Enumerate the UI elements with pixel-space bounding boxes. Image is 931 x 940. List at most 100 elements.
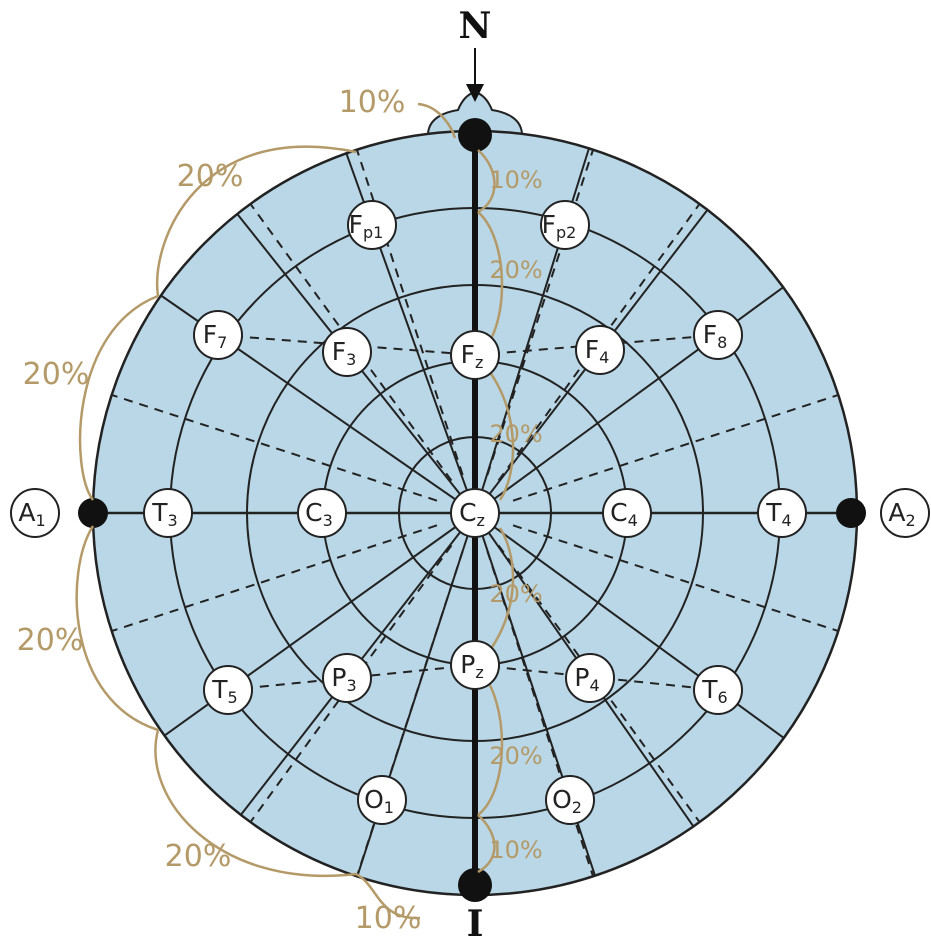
- electrode-fp2: Fp2: [540, 200, 590, 250]
- electrode-f4: F4: [575, 325, 625, 375]
- measure-arc-20-upper-left: [155, 145, 357, 297]
- dashed-radial-3: [497, 203, 701, 482]
- electrode-o2: O2: [545, 775, 595, 825]
- electrode-t6: T6: [693, 665, 743, 715]
- electrode-circle-t5: [203, 665, 253, 715]
- electrode-circle-c3: [297, 488, 347, 538]
- measure-arc-mid-10-bottom: [477, 814, 496, 874]
- electrode-label-fp1: Fp1: [349, 210, 384, 242]
- electrode-label-f4: F4: [585, 335, 610, 367]
- electrode-o1: O1: [357, 775, 407, 825]
- electrode-circle-fz: [450, 330, 500, 380]
- electrode-label-pz: Pz: [460, 650, 483, 682]
- electrode-label-c3: C3: [305, 498, 333, 530]
- nasion-arrow-head: [466, 84, 484, 102]
- electrode-circle-cz: [450, 488, 500, 538]
- electrode-circle-pz: [450, 640, 500, 690]
- electrode-circle-fp1: [347, 200, 397, 250]
- electrode-circle-a2: [880, 488, 930, 538]
- pct-left-bottom-10: 10%: [355, 901, 422, 936]
- dashed-radial-1: [356, 149, 464, 476]
- electrode-label-cz: Cz: [459, 498, 485, 530]
- electrode-label-t4: T4: [765, 498, 791, 530]
- pz-t6-connector: [474, 664, 719, 691]
- electrode-f7: F7: [193, 310, 243, 360]
- electrode-label-f8: F8: [703, 320, 728, 352]
- pct-mid-20-1: 20%: [489, 256, 542, 284]
- electrode-circle-p3: [322, 653, 372, 703]
- electrode-f8: F8: [693, 310, 743, 360]
- pct-mid-10-bottom: 10%: [489, 836, 542, 864]
- electrode-label-fz: Fz: [461, 340, 484, 372]
- electrode-p3: P3: [322, 653, 372, 703]
- pct-left-top-10: 10%: [339, 85, 406, 120]
- electrode-circle-o2: [545, 775, 595, 825]
- electrode-circle-t3: [143, 488, 193, 538]
- electrode-label-t5: T5: [211, 675, 237, 707]
- electrode-label-c4: C4: [610, 498, 638, 530]
- electrode-label-a2: A2: [888, 498, 915, 530]
- right-ear-point: [836, 498, 866, 528]
- electrode-label-p4: P4: [574, 663, 599, 695]
- dashed-radial-9: [249, 544, 453, 823]
- measure-arc-20-mid-upper-left: [78, 294, 159, 501]
- dashed-radial-10: [111, 524, 438, 632]
- electrode-fp1: Fp1: [347, 200, 397, 250]
- electrode-circle-f7: [193, 310, 243, 360]
- electrode-fz: Fz: [450, 330, 500, 380]
- dashed-radial-lines: [111, 149, 839, 877]
- electrode-circle-a1: [10, 488, 60, 538]
- pct-left-20-mid-lower: 20%: [17, 623, 84, 658]
- electrode-p4: P4: [565, 653, 615, 703]
- measure-arc-20-lower-left: [154, 729, 357, 877]
- electrode-circle-o1: [357, 775, 407, 825]
- dashed-radial-7: [486, 550, 594, 877]
- electrode-circle-f3: [322, 327, 372, 377]
- electrode-circle-c4: [602, 488, 652, 538]
- electrode-label-p3: P3: [331, 663, 356, 695]
- electrode-f3: F3: [322, 327, 372, 377]
- electrode-label-fp2: Fp2: [542, 210, 577, 242]
- pct-left-20-mid-upper: 20%: [23, 357, 90, 392]
- electrode-a1: A1: [10, 488, 60, 538]
- electrode-label-f7: F7: [203, 320, 228, 352]
- percentage-labels: 10% 20% 20% 20% 20% 10% 10% 20% 20% 20% …: [17, 85, 543, 936]
- inion-label: I: [467, 903, 484, 940]
- pct-mid-20-4: 20%: [489, 742, 542, 770]
- measure-arc-mid-10-top: [477, 149, 496, 214]
- fz-f8-connector: [474, 334, 719, 356]
- dashed-radial-4: [512, 394, 839, 502]
- dashed-radial-5: [512, 524, 839, 632]
- left-ear-point: [78, 498, 108, 528]
- electrode-label-a1: A1: [18, 498, 45, 530]
- measure-arc-10-top-left: [417, 102, 457, 139]
- electrode-label-o2: O2: [552, 785, 582, 817]
- dashed-radial-0: [249, 203, 453, 482]
- pct-mid-10-top: 10%: [489, 166, 542, 194]
- inion-point: [458, 868, 492, 902]
- electrode-t5: T5: [203, 665, 253, 715]
- electrode-label-o1: O1: [364, 785, 394, 817]
- nasion-point: [458, 118, 492, 152]
- pct-mid-20-3: 20%: [489, 580, 542, 608]
- measure-arc-10-bottom-left: [355, 872, 421, 920]
- dashed-radial-11: [111, 394, 438, 502]
- left-measure-arcs: [75, 102, 457, 920]
- electrode-label-f3: F3: [332, 337, 357, 369]
- electrode-t3: T3: [143, 488, 193, 538]
- electrode-circle-p4: [565, 653, 615, 703]
- electrode-label-t6: T6: [701, 675, 727, 707]
- dashed-radial-2: [486, 149, 594, 476]
- electrode-circle-f8: [693, 310, 743, 360]
- electrode-a2: A2: [880, 488, 930, 538]
- nasion-label: N: [459, 5, 492, 47]
- electrode-c3: C3: [297, 488, 347, 538]
- electrode-pz: Pz: [450, 640, 500, 690]
- electrode-group: Fp1 Fp2 F7 F3 Fz F4 F8 A1 T3 C3 Cz C4 T4 A2 T5 P3 Pz P4 T6…: [10, 200, 930, 825]
- electrode-cz: Cz: [450, 488, 500, 538]
- electrode-t4: T4: [757, 488, 807, 538]
- electrode-label-t3: T3: [151, 498, 177, 530]
- pct-mid-20-2: 20%: [489, 420, 542, 448]
- electrode-circle-t6: [693, 665, 743, 715]
